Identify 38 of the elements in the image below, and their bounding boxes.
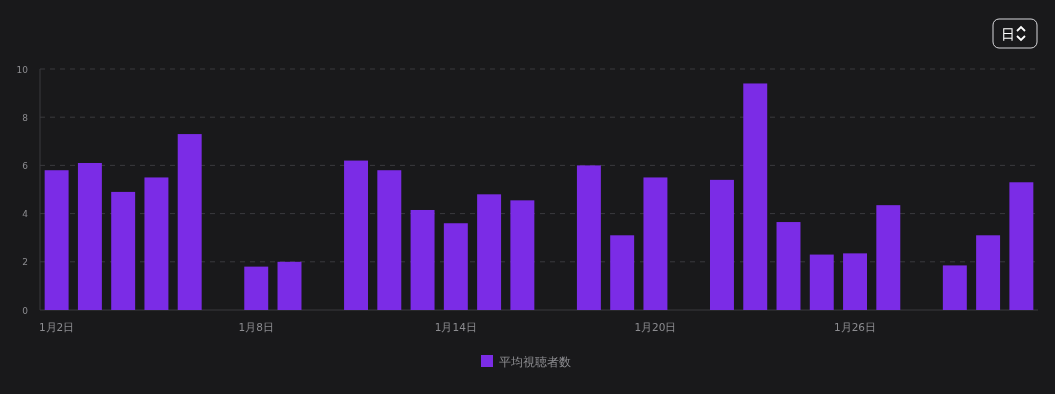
bar [643, 177, 668, 310]
bar [477, 194, 502, 310]
y-tick-label: 2 [22, 257, 28, 268]
y-tick-label: 6 [22, 160, 29, 171]
bar [144, 177, 169, 310]
bar [277, 261, 302, 310]
bar [177, 134, 202, 310]
x-tick-label: 1月14日 [434, 321, 477, 333]
x-tick-label: 1月26日 [834, 321, 877, 333]
bar [610, 235, 635, 310]
bar [377, 170, 402, 310]
bar [77, 162, 102, 310]
bar [709, 179, 734, 310]
y-tick-label: 8 [22, 112, 29, 123]
bar [743, 83, 768, 310]
bar [111, 191, 136, 310]
y-tick-label: 0 [22, 305, 29, 316]
bar [344, 160, 369, 310]
x-tick-label: 1月2日 [38, 321, 75, 333]
bar [776, 222, 801, 310]
bar [809, 254, 834, 310]
bar [1009, 182, 1034, 310]
bar [576, 165, 601, 310]
bar [876, 205, 901, 310]
bar [843, 253, 868, 310]
bar [976, 235, 1001, 310]
bar [244, 266, 269, 310]
bar [410, 209, 435, 310]
bar [443, 223, 468, 310]
text: 日 [1001, 26, 1015, 42]
bar [942, 265, 967, 310]
bar [510, 200, 535, 310]
x-tick-label: 1月20日 [634, 321, 677, 333]
legend-label: 平均視聴者数 [499, 354, 571, 369]
y-tick-label: 10 [16, 64, 29, 75]
bar [44, 170, 69, 310]
x-tick-label: 1月8日 [238, 321, 274, 333]
y-tick-label: 4 [22, 209, 29, 220]
